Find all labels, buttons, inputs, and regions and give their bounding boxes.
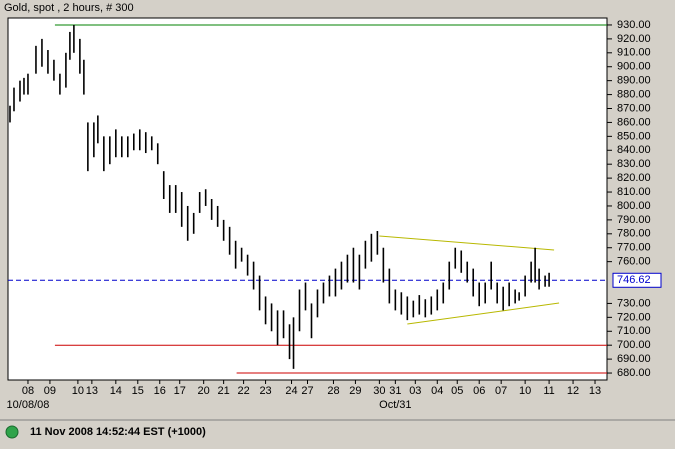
y-tick-label: 870.00: [617, 102, 651, 114]
chart-title: Gold, spot , 2 hours, # 300: [4, 2, 134, 14]
x-tick-label: 21: [218, 385, 230, 397]
x-tick-label: 29: [349, 385, 361, 397]
y-tick-label: 890.00: [617, 75, 651, 87]
y-tick-label: 680.00: [617, 367, 651, 379]
x-tick-label: 05: [451, 385, 463, 397]
y-tick-label: 710.00: [617, 325, 651, 337]
y-tick-label: 700.00: [617, 339, 651, 351]
y-tick-label: 840.00: [617, 144, 651, 156]
x-tick-label: 13: [86, 385, 98, 397]
y-tick-label: 810.00: [617, 186, 651, 198]
current-price-box: [612, 272, 662, 288]
x-tick-label: 28: [327, 385, 339, 397]
x-tick-label: 27: [301, 385, 313, 397]
y-tick-label: 830.00: [617, 158, 651, 170]
x-sublabel: Oct/31: [379, 399, 411, 411]
x-tick-label: 15: [132, 385, 144, 397]
y-tick-label: 920.00: [617, 33, 651, 45]
plot-area: [7, 17, 608, 381]
status-text: 11 Nov 2008 14:52:44 EST (+1000): [30, 426, 206, 438]
status-icon: [5, 425, 19, 439]
x-tick-label: 14: [110, 385, 122, 397]
y-tick-label: 800.00: [617, 200, 651, 212]
y-tick-label: 880.00: [617, 88, 651, 100]
y-tick-label: 820.00: [617, 172, 651, 184]
x-tick-label: 24: [285, 385, 297, 397]
x-tick-label: 31: [389, 385, 401, 397]
x-tick-label: 04: [431, 385, 443, 397]
y-tick-label: 690.00: [617, 353, 651, 365]
y-tick-label: 900.00: [617, 61, 651, 73]
current-price-label: 746.62: [617, 274, 651, 286]
x-tick-label: 10: [72, 385, 84, 397]
x-tick-label: 12: [567, 385, 579, 397]
x-sublabel: 10/08/08: [7, 399, 50, 411]
y-tick-label: 720.00: [617, 311, 651, 323]
x-tick-label: 09: [44, 385, 56, 397]
x-tick-label: 22: [237, 385, 249, 397]
x-tick-label: 23: [259, 385, 271, 397]
x-tick-label: 11: [543, 385, 554, 397]
x-tick-label: 08: [22, 385, 34, 397]
y-tick-label: 860.00: [617, 116, 651, 128]
y-tick-label: 780.00: [617, 228, 651, 240]
x-tick-label: 06: [473, 385, 485, 397]
x-tick-label: 16: [154, 385, 166, 397]
y-tick-label: 790.00: [617, 214, 651, 226]
x-tick-label: 30: [373, 385, 385, 397]
y-tick-label: 770.00: [617, 242, 651, 254]
y-tick-label: 910.00: [617, 47, 651, 59]
x-tick-label: 03: [409, 385, 421, 397]
y-tick-label: 730.00: [617, 297, 651, 309]
reference-line: [407, 302, 560, 325]
x-tick-label: 07: [495, 385, 507, 397]
y-tick-label: 850.00: [617, 130, 651, 142]
reference-line: [379, 235, 555, 251]
y-tick-label: 930.00: [617, 19, 651, 31]
x-tick-label: 17: [174, 385, 186, 397]
x-tick-label: 20: [198, 385, 210, 397]
y-tick-label: 760.00: [617, 256, 651, 268]
x-tick-label: 13: [589, 385, 601, 397]
x-tick-label: 10: [519, 385, 531, 397]
